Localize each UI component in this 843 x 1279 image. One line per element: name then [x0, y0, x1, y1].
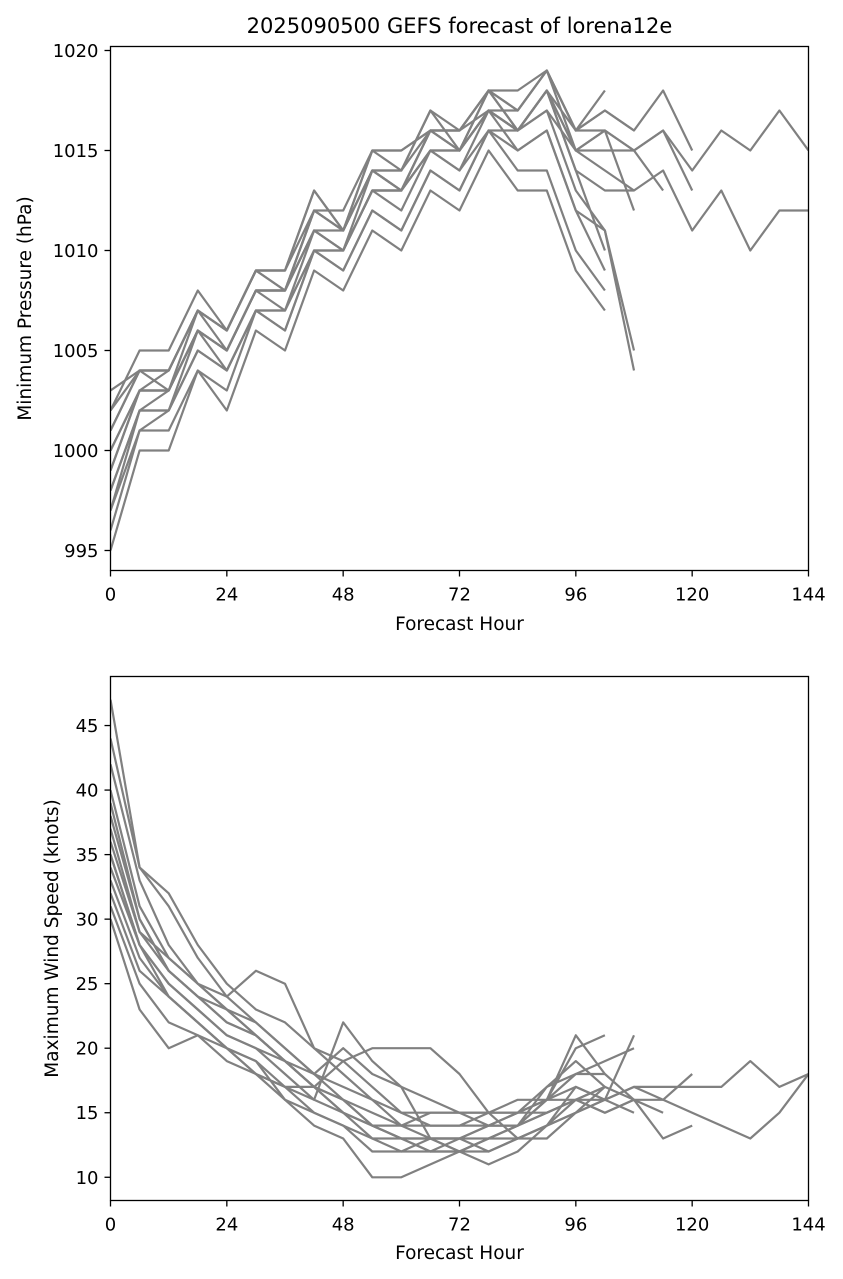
wind-y-axis-label: Maximum Wind Speed (knots) — [42, 799, 63, 1077]
pressure-y-tick-label: 1000 — [53, 441, 99, 462]
wind-member-line-14 — [110, 918, 606, 1153]
wind-x-tick-label: 120 — [675, 1215, 709, 1236]
wind-y-tick-label: 25 — [76, 974, 99, 995]
wind-x-ticks: 0 24 48 72 96 120 144 — [105, 1200, 826, 1236]
pressure-y-tick-label: 1020 — [53, 41, 99, 62]
pressure-x-tick-label: 144 — [791, 585, 825, 606]
wind-member-line-5 — [110, 815, 664, 1114]
pressure-y-tick-label: 995 — [64, 541, 98, 562]
pressure-x-ticks: 0 24 48 72 96 120 144 — [105, 570, 826, 606]
wind-chart: 0 24 48 72 96 120 144 10 15 20 25 30 35 40 45 Forecas… — [42, 675, 826, 1264]
wind-y-tick-label: 30 — [76, 910, 99, 931]
pressure-x-tick-label: 24 — [215, 585, 238, 606]
pressure-chart: 0 24 48 72 96 120 144 99510001005101010151020 … — [15, 41, 826, 635]
pressure-member-line-13 — [110, 129, 606, 511]
chart-title: 2025090500 GEFS forecast of lorena12e — [247, 14, 673, 38]
wind-member-line-11 — [110, 828, 606, 1153]
pressure-x-axis-label: Forecast Hour — [395, 614, 524, 635]
wind-y-tick-label: 20 — [76, 1039, 99, 1060]
pressure-y-tick-label: 1010 — [53, 241, 99, 262]
wind-x-axis-label: Forecast Hour — [395, 1243, 524, 1264]
wind-y-tick-label: 45 — [76, 716, 99, 737]
pressure-y-axis-label: Minimum Pressure (hPa) — [15, 196, 36, 420]
wind-series-lines — [110, 699, 809, 1179]
pressure-member-line-14 — [110, 109, 606, 451]
wind-x-tick-label: 0 — [105, 1215, 116, 1236]
wind-y-tick-label: 35 — [76, 845, 99, 866]
wind-y-tick-label: 15 — [76, 1103, 99, 1124]
pressure-member-line-15 — [110, 89, 606, 412]
wind-x-tick-label: 24 — [215, 1215, 238, 1236]
pressure-y-tick-label: 1005 — [53, 341, 99, 362]
wind-member-line-15 — [110, 854, 606, 1179]
wind-y-tick-label: 10 — [76, 1168, 99, 1189]
pressure-member-line-12 — [110, 149, 606, 551]
pressure-x-tick-label: 48 — [332, 585, 355, 606]
pressure-x-tick-label: 0 — [105, 585, 116, 606]
pressure-series-lines — [110, 69, 809, 551]
pressure-x-tick-label: 72 — [448, 585, 471, 606]
pressure-x-tick-label: 120 — [675, 585, 709, 606]
wind-x-tick-label: 48 — [332, 1215, 355, 1236]
wind-y-ticks: 10 15 20 25 30 35 40 45 — [76, 716, 111, 1189]
wind-member-line-12 — [110, 867, 605, 1127]
wind-x-tick-label: 72 — [448, 1215, 471, 1236]
pressure-y-ticks: 995 1000 1005 1010 1015 1020 — [53, 41, 111, 562]
pressure-x-tick-label: 96 — [564, 585, 587, 606]
pressure-member-line-9 — [110, 69, 606, 431]
wind-x-tick-label: 96 — [564, 1215, 587, 1236]
wind-x-tick-label: 144 — [791, 1215, 825, 1236]
wind-y-tick-label: 40 — [76, 781, 99, 802]
pressure-y-tick-label: 1015 — [53, 141, 99, 162]
